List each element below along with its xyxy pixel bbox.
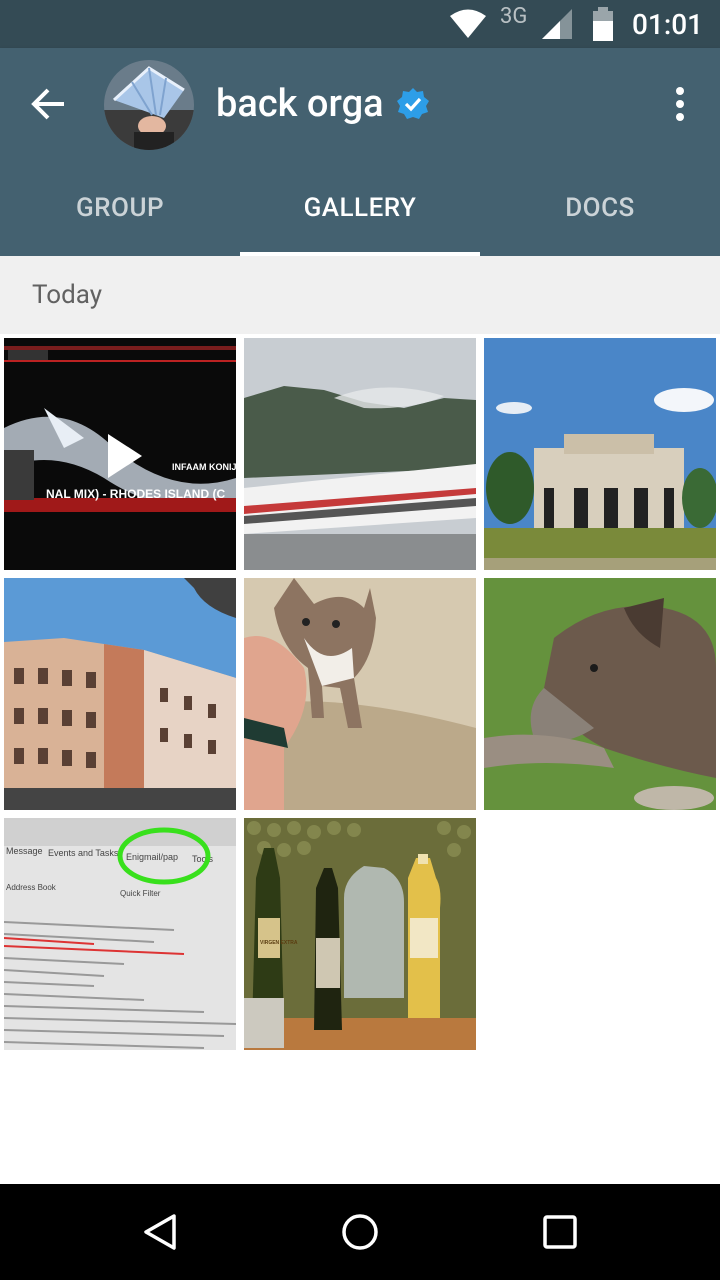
group-title[interactable]: back orga	[216, 72, 430, 136]
nav-recents-button[interactable]	[500, 1184, 620, 1280]
gallery-item-photo[interactable]: Message Events and Tasks Enigmail/pap To…	[4, 818, 236, 1050]
nav-back-icon	[144, 1214, 176, 1250]
section-header-today: Today	[0, 256, 720, 334]
nav-home-button[interactable]	[300, 1184, 420, 1280]
bottle-label: VIRGEN EXTRA	[260, 940, 298, 946]
tab-docs[interactable]: DOCS	[565, 193, 635, 223]
overflow-menu-icon	[676, 87, 684, 121]
video-overlay-text-1: INFAAM KONIJN	[172, 462, 236, 472]
monitor-filter: Quick Filter	[120, 889, 161, 898]
gallery-item-video[interactable]: INFAAM KONIJN NAL MIX) - RHODES ISLAND (…	[4, 338, 236, 570]
tab-bar: GROUP GALLERY DOCS	[0, 160, 720, 256]
gallery-item-photo[interactable]	[484, 578, 716, 810]
battery-icon	[592, 0, 614, 48]
back-arrow-icon	[31, 88, 64, 120]
wifi-icon	[450, 0, 486, 48]
monitor-menu-3: Enigmail/pap	[126, 852, 178, 862]
app-bar: back orga GROUP GALLERY DOCS	[0, 48, 720, 256]
network-type: 3G	[500, 3, 528, 29]
back-button[interactable]	[16, 72, 80, 136]
title-text: back orga	[216, 82, 384, 126]
nav-back-button[interactable]	[100, 1184, 220, 1280]
gallery-item-photo[interactable]	[4, 578, 236, 810]
clock: 01:01	[632, 7, 704, 41]
monitor-menu-4: Tools	[192, 854, 214, 864]
group-avatar[interactable]	[104, 60, 194, 150]
signal-icon	[542, 0, 572, 48]
status-bar: 3G 01:01	[0, 0, 720, 48]
overflow-menu-button[interactable]	[656, 72, 704, 136]
monitor-toolbar: Address Book	[6, 883, 57, 892]
nav-recents-icon	[543, 1215, 577, 1249]
navigation-bar	[0, 1184, 720, 1280]
gallery-item-photo[interactable]	[244, 578, 476, 810]
gallery-item-photo[interactable]	[484, 338, 716, 570]
nav-home-icon	[342, 1214, 378, 1250]
monitor-menu-1: Message	[6, 846, 43, 856]
gallery-item-photo[interactable]: VIRGEN EXTRA	[244, 818, 476, 1050]
tab-gallery[interactable]: GALLERY	[240, 160, 480, 256]
monitor-menu-2: Events and Tasks	[48, 848, 119, 858]
tab-group[interactable]: GROUP	[75, 193, 165, 223]
video-overlay-text-2: NAL MIX) - RHODES ISLAND (C	[46, 487, 225, 501]
gallery-item-photo[interactable]	[244, 338, 476, 570]
verified-badge-icon	[396, 87, 430, 121]
